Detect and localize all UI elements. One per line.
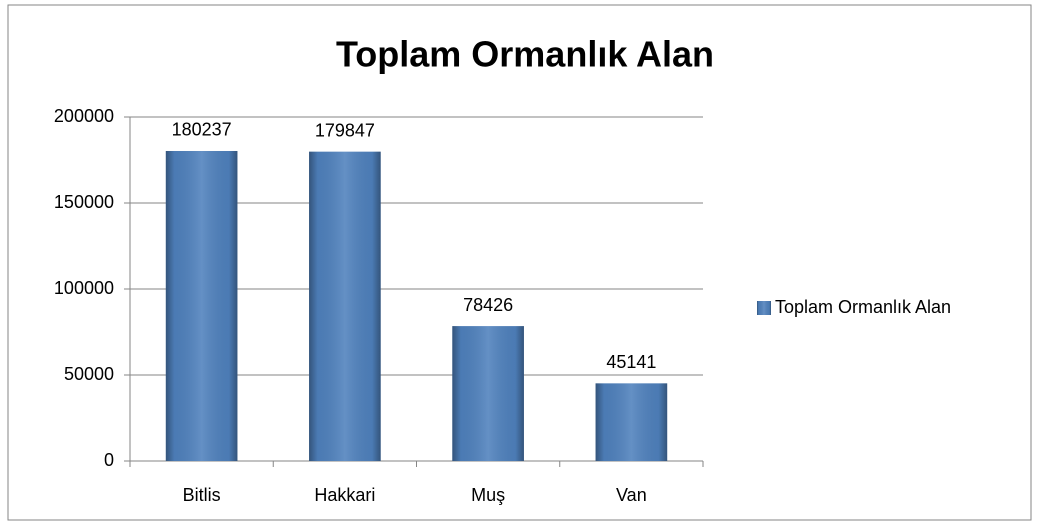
y-tick-label: 50000 (64, 364, 114, 384)
bar-shade (595, 383, 668, 461)
x-tick-label: Hakkari (314, 485, 375, 505)
bar-shade (309, 151, 381, 462)
y-tick-label: 100000 (54, 278, 114, 298)
bar-shade (165, 150, 238, 461)
y-tick-label: 0 (104, 450, 114, 470)
data-label: 78426 (463, 295, 513, 315)
chart-title: Toplam Ormanlık Alan (336, 34, 714, 75)
y-tick-label: 200000 (54, 106, 114, 126)
y-tick-label: 150000 (54, 192, 114, 212)
x-tick-label: Muş (471, 485, 505, 505)
data-label: 180237 (172, 120, 232, 140)
legend-label: Toplam Ormanlık Alan (775, 297, 951, 317)
x-tick-label: Bitlis (183, 485, 221, 505)
legend-swatch-shade (757, 301, 771, 315)
bar-shade (452, 326, 524, 461)
data-label: 45141 (606, 352, 656, 372)
data-label: 179847 (315, 120, 375, 140)
x-tick-label: Van (616, 485, 647, 505)
